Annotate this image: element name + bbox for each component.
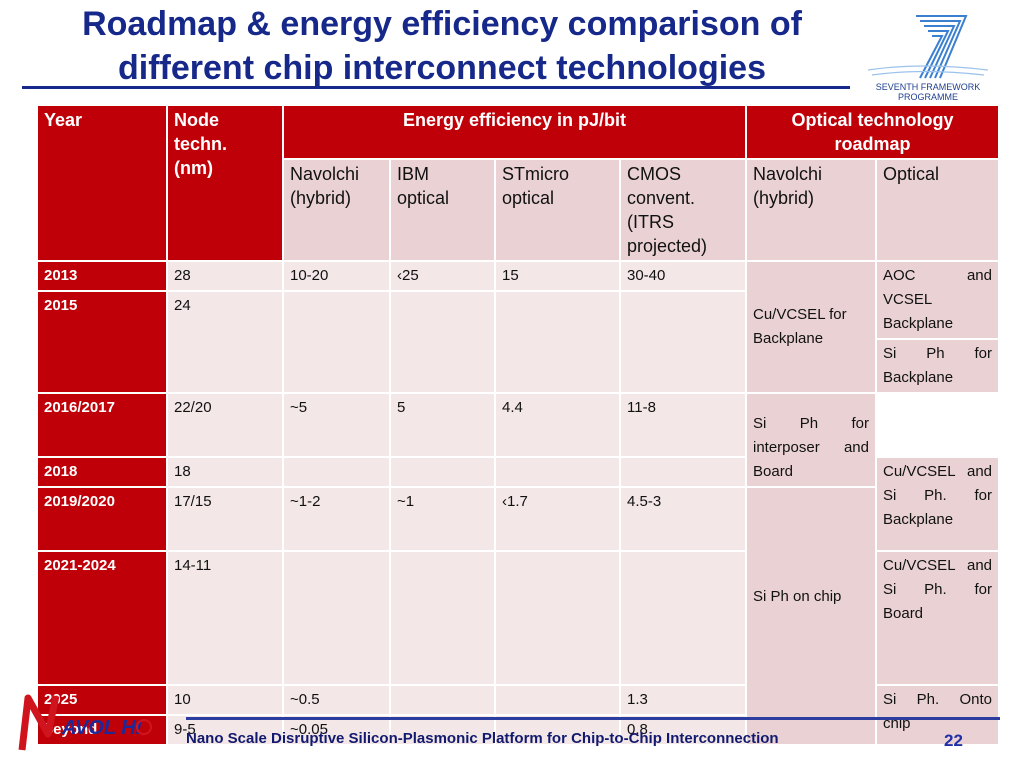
cmos-cell: 30-40 [619, 260, 747, 292]
navolchi-logo-icon: AVOL HI [18, 694, 152, 751]
fp7-text-line-2: PROGRAMME [897, 92, 958, 102]
stmicro-cell [494, 290, 621, 394]
stmicro-cell: 15 [494, 260, 621, 292]
navolchi-cell [282, 550, 391, 686]
navolchi-cell [282, 456, 391, 488]
cmos-cell: 1.3 [619, 684, 747, 716]
navolchi-cell: ~5 [282, 392, 391, 458]
navolchi-cell: 10-20 [282, 260, 391, 292]
subheader-cmos: CMOS convent. (ITRS projected) [619, 158, 747, 262]
logo-text: AVOL HI [61, 717, 142, 739]
year-cell: 2019/2020 [36, 486, 168, 552]
ibm-cell: ‹25 [389, 260, 496, 292]
table-row: 2021-2024 14-11 Cu/VCSEL and Si Ph. for Bo… [36, 550, 1000, 686]
title-line-2: different chip interconnect technologies [118, 49, 766, 87]
ibm-cell [389, 290, 496, 394]
cmos-cell [619, 290, 747, 394]
header-node: Node techn. (nm) [166, 104, 284, 262]
roadmap-optical-cell: Si Ph for Backplane [875, 338, 1000, 394]
table-row: 2016/2017 22/20 ~5 5 4.4 11-8 Si Ph for i… [36, 392, 999, 488]
roadmap-navolchi-cell: Cu/VCSEL and Si Ph. for Board [875, 550, 1000, 686]
roadmap-optical-cell: Si Ph on chip [745, 486, 877, 746]
roadmap-navolchi-cell: Cu/VCSEL for Backplane [745, 260, 877, 394]
header-energy-efficiency: Energy efficiency in pJ/bit [282, 104, 747, 160]
fp7-logo: SEVENTH FRAMEWORK PROGRAMME [862, 8, 994, 106]
subheader-roadmap-navolchi: Navolchi (hybrid) [745, 158, 877, 262]
cmos-cell [619, 456, 747, 488]
subheader-ibm: IBM optical [389, 158, 496, 262]
navolchi-cell: ~1-2 [282, 486, 391, 552]
roadmap-table: Year Node techn. (nm) Energy efficiency in… [36, 104, 1000, 746]
cmos-cell: 4.5-3 [619, 486, 747, 552]
ibm-cell [389, 456, 496, 488]
title-line-1: Roadmap & energy efficiency comparison o… [82, 5, 802, 43]
roadmap-navolchi-cell: Cu/VCSEL and Si Ph. for Backplane [875, 456, 1000, 552]
year-cell: 2016/2017 [36, 392, 168, 458]
title-underline [22, 86, 850, 89]
header-optical-roadmap: Optical technology roadmap [745, 104, 1000, 160]
stmicro-cell [494, 684, 621, 716]
subheader-roadmap-optical: Optical [875, 158, 1000, 262]
stmicro-cell [494, 550, 621, 686]
stmicro-cell [494, 456, 621, 488]
year-cell: 2021-2024 [36, 550, 168, 686]
ibm-cell [389, 550, 496, 686]
subheader-stmicro: STmicro optical [494, 158, 621, 262]
roadmap-optical-cell: AOC and VCSEL Backplane [875, 260, 1000, 340]
table-row: 2013 28 10-20 ‹25 15 30-40 Cu/VCSEL for B… [36, 260, 1000, 394]
stmicro-cell: 4.4 [494, 392, 621, 458]
node-cell: 18 [166, 456, 284, 488]
table-row: 2018 18 Cu/VCSEL and Si Ph. for Backplane [36, 456, 1000, 552]
fp7-seven-icon [867, 15, 989, 79]
ibm-cell [389, 684, 496, 716]
node-cell: 24 [166, 290, 284, 394]
table-row: 2019/2020 17/15 ~1-2 ~1 ‹1.7 4.5-3 Si Ph… [36, 486, 999, 746]
year-cell: 2015 [36, 290, 168, 394]
table-row-spacer: Si Ph for Backplane [37, 338, 1000, 394]
node-cell: 28 [166, 260, 284, 292]
node-cell: 10 [166, 684, 284, 716]
ibm-cell: ~1 [389, 486, 496, 552]
navolchi-cell [282, 290, 391, 394]
node-cell: 22/20 [166, 392, 284, 458]
header-row-2: Navolchi (hybrid) IBM optical STmicro optic… [37, 158, 1000, 262]
cmos-cell: 11-8 [619, 392, 747, 458]
footer-rule [186, 717, 1000, 720]
table-row: 2015 24 [36, 290, 999, 394]
year-cell: 2013 [36, 260, 168, 292]
roadmap-optical-cell: Si Ph for interposer and Board [745, 392, 877, 488]
slide-title: Roadmap & energy efficiency comparison o… [22, 2, 862, 90]
fp7-text-line-1: SEVENTH FRAMEWORK [875, 82, 981, 92]
footer-text: Nano Scale Disruptive Silicon-Plasmonic … [186, 730, 779, 747]
cmos-cell [619, 550, 747, 686]
node-cell: 17/15 [166, 486, 284, 552]
roadmap-navolchi-cell: Si Ph. Onto chip [875, 684, 1000, 746]
ibm-cell: 5 [389, 392, 496, 458]
navolchi-cell: ~0.05 [282, 714, 391, 746]
year-cell: 2018 [36, 456, 168, 488]
stmicro-cell: ‹1.7 [494, 486, 621, 552]
header-year: Year [36, 104, 168, 262]
navolchi-logo: AVOL HI [18, 690, 178, 754]
node-cell: 14-11 [166, 550, 284, 686]
header-row-1: Year Node techn. (nm) Energy efficiency in… [36, 104, 1000, 262]
page-number: 22 [944, 731, 963, 750]
navolchi-cell: ~0.5 [282, 684, 391, 716]
subheader-navolchi: Navolchi (hybrid) [282, 158, 391, 262]
